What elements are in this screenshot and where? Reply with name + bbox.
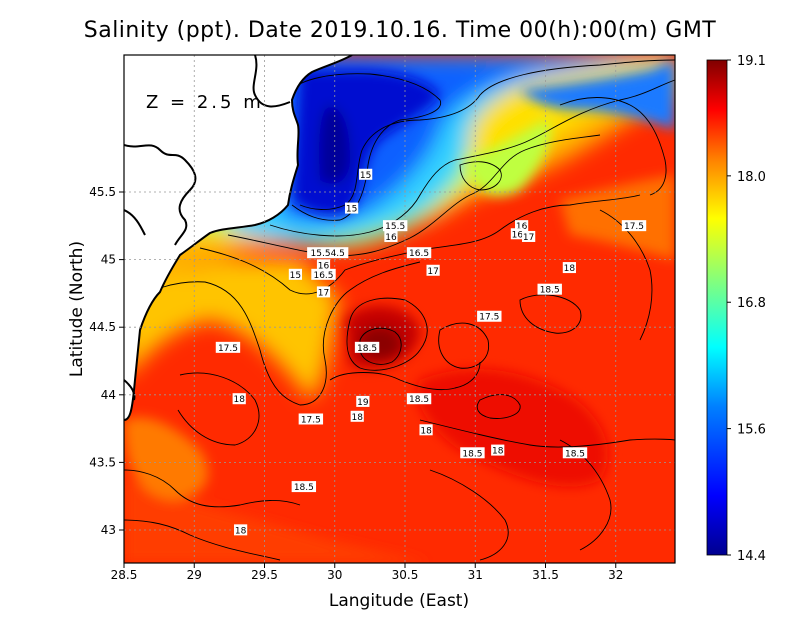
depth-label: Z = 2.5 m bbox=[146, 92, 264, 113]
y-tick-label: 45 bbox=[101, 253, 116, 267]
contour-label-text: 18.5 bbox=[540, 286, 560, 296]
contour-label-text: 18.5 bbox=[409, 395, 429, 405]
contour-label-text: 16.5 bbox=[313, 271, 333, 281]
contour-label-text: 15 bbox=[360, 171, 371, 181]
colorbar-tick-label: 15.6 bbox=[737, 423, 766, 438]
x-axis: 28.5 29 29.5 30 30.5 31 31.5 32 bbox=[111, 563, 623, 582]
contour-label: 18.5 bbox=[406, 393, 432, 405]
x-tick-label: 29 bbox=[187, 568, 202, 582]
contour-label: 18.5 bbox=[460, 447, 485, 459]
contour-label-text: 15.5 bbox=[385, 222, 405, 232]
contour-label-text: 18.5 bbox=[357, 344, 377, 354]
y-tick-label: 44.5 bbox=[89, 320, 116, 334]
contour-label-text: 18.5 bbox=[462, 449, 482, 459]
contour-label-text: 19 bbox=[357, 398, 369, 408]
y-axis-label: Latitude (North) bbox=[67, 241, 87, 377]
colorbar bbox=[706, 59, 728, 556]
contour-label-text: 17.5 bbox=[624, 222, 644, 232]
contour-label: 15 bbox=[359, 168, 373, 181]
contour-label: 18.5 bbox=[291, 481, 317, 493]
colorbar-tick-label: 14.4 bbox=[737, 549, 766, 564]
contour-label: 15.5 bbox=[382, 220, 408, 232]
y-axis: 43 43.5 44 44.5 45 45.5 bbox=[89, 185, 124, 537]
contour-label: 17 bbox=[426, 264, 440, 277]
contour-label: 18 bbox=[350, 410, 364, 423]
colorbar-tick-label: 16.8 bbox=[737, 296, 766, 311]
contour-label-text: 18 bbox=[352, 413, 364, 423]
grid-lines bbox=[124, 55, 675, 563]
plot-frame bbox=[123, 54, 676, 564]
contour-label-text: 17 bbox=[523, 233, 534, 243]
contour-label-text: 16 bbox=[318, 261, 330, 271]
y-tick-label: 44 bbox=[101, 388, 116, 402]
contour-label-text: 16 bbox=[512, 230, 524, 240]
x-tick-label: 29.5 bbox=[251, 568, 278, 582]
x-axis-label: Langitude (East) bbox=[329, 591, 469, 611]
colorbar-tick-label: 19.1 bbox=[737, 54, 766, 69]
contour-label: 18.5 bbox=[537, 283, 562, 296]
contour-label: 16 bbox=[515, 220, 529, 232]
contour-label-text: 18 bbox=[564, 264, 576, 274]
contour-label-text: 18 bbox=[492, 447, 504, 457]
land-mask bbox=[124, 55, 352, 420]
x-tick-label: 32 bbox=[608, 568, 623, 582]
x-tick-label: 31.5 bbox=[532, 568, 559, 582]
colorbar-ticks: 14.4 15.6 16.8 18.0 19.1 bbox=[727, 54, 766, 564]
contour-label-text: 17.5 bbox=[301, 415, 321, 425]
contour-label: 17 bbox=[316, 286, 331, 298]
contour-label-text: 17 bbox=[427, 267, 438, 277]
contour-label-text: 16 bbox=[385, 233, 397, 243]
contour-label-text: 15.54.5 bbox=[311, 249, 345, 259]
contour-label-text: 16.5 bbox=[409, 249, 429, 259]
x-tick-label: 28.5 bbox=[111, 568, 138, 582]
contour-label-text: 18 bbox=[420, 426, 432, 436]
contour-label-text: 17.5 bbox=[479, 313, 499, 323]
x-tick-label: 31 bbox=[468, 568, 483, 582]
x-tick-label: 30.5 bbox=[392, 568, 419, 582]
contour-label: 17 bbox=[522, 230, 536, 243]
coastline bbox=[124, 55, 353, 421]
x-tick-label: 30 bbox=[327, 568, 342, 582]
contour-label: 16.5 bbox=[406, 247, 432, 259]
contour-label: 15 bbox=[288, 268, 303, 281]
contour-label: 19 bbox=[356, 395, 370, 408]
contour-label: 17.5 bbox=[215, 341, 241, 354]
contour-label-text: 17 bbox=[318, 288, 329, 298]
contour-label: 17.5 bbox=[621, 220, 647, 232]
contour-label-text: 16 bbox=[516, 222, 528, 232]
contour-label: 18 bbox=[232, 393, 246, 405]
colorbar-tick-label: 18.0 bbox=[737, 170, 766, 185]
contour-label-text: 15 bbox=[346, 205, 357, 215]
y-tick-label: 43 bbox=[101, 523, 116, 537]
contour-label: 17.5 bbox=[298, 413, 324, 425]
y-tick-label: 43.5 bbox=[89, 455, 116, 469]
contour-label: 18 bbox=[491, 444, 505, 457]
contour-label: 15.54.5 bbox=[307, 247, 349, 259]
contour-label-text: 15 bbox=[290, 271, 301, 281]
chart-title: Salinity (ppt). Date 2019.10.16. Time 00… bbox=[83, 18, 717, 43]
contour-label-text: 17.5 bbox=[218, 344, 238, 354]
contour-label: 15 bbox=[345, 202, 359, 215]
contour-label-text: 18 bbox=[235, 526, 247, 536]
contour-label: 16 bbox=[316, 259, 331, 271]
contour-label: 18.5 bbox=[354, 341, 380, 354]
contour-label-text: 18.5 bbox=[294, 483, 314, 493]
contour-label: 18 bbox=[234, 524, 248, 536]
contour-label-text: 18 bbox=[233, 395, 245, 405]
contour-label: 16.5 bbox=[311, 268, 336, 281]
contour-label: 18.5 bbox=[562, 447, 588, 459]
contour-label-text: 18.5 bbox=[565, 449, 585, 459]
contour-label: 18 bbox=[419, 424, 433, 436]
contour-label: 16 bbox=[510, 228, 524, 240]
contour-label: 17.5 bbox=[477, 310, 502, 323]
y-tick-label: 45.5 bbox=[89, 185, 116, 199]
contour-label: 16 bbox=[384, 230, 398, 243]
contour-label: 18 bbox=[562, 262, 576, 274]
